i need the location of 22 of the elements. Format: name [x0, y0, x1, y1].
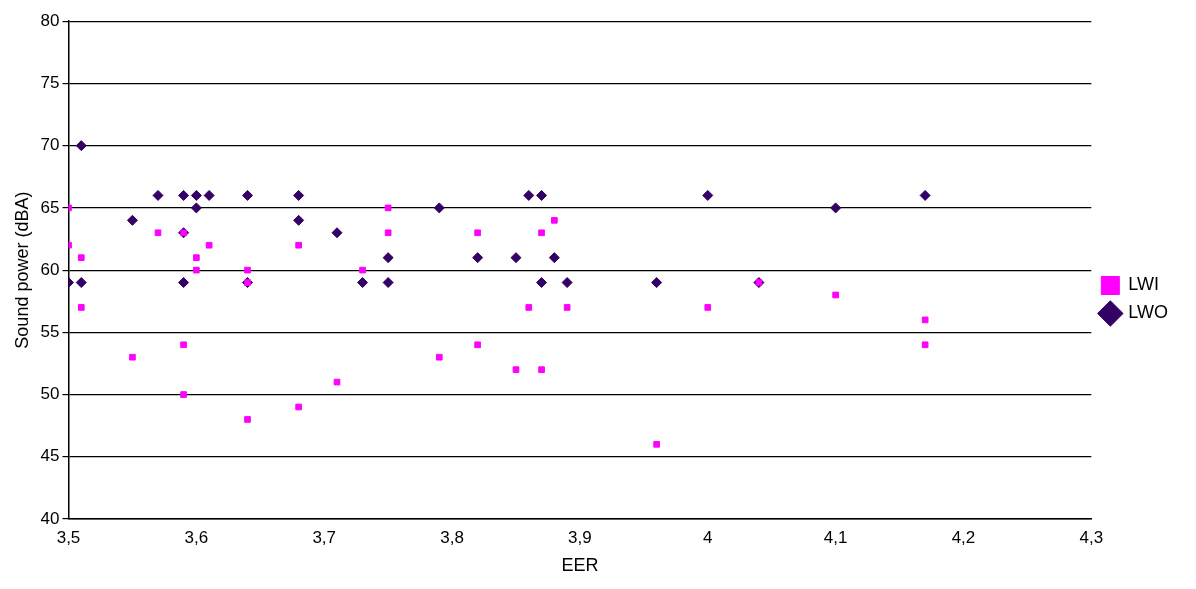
x-tick-label: 3,6	[184, 527, 209, 547]
x-tick-label: 3,5	[56, 527, 81, 547]
y-tick-label: 75	[40, 73, 60, 93]
y-tick-label: 60	[40, 259, 60, 279]
y-tick-label: 45	[40, 446, 60, 466]
x-tick-label: 4	[703, 527, 713, 547]
y-tick-label: 65	[40, 197, 60, 217]
y-axis-title: Sound power (dBA)	[11, 191, 32, 349]
x-tick-label: 3,8	[440, 527, 464, 547]
legend-label: LWO	[1128, 302, 1169, 323]
y-tick-label: 55	[40, 322, 60, 342]
x-tick-label: 3,7	[312, 527, 337, 547]
x-tick-label: 4,2	[951, 527, 976, 547]
x-tick-label: 4,1	[823, 527, 848, 547]
y-tick-label: 40	[40, 508, 60, 528]
x-tick-label: 3,9	[568, 527, 592, 547]
y-tick-label: 80	[40, 10, 60, 30]
y-tick-label: 70	[40, 135, 60, 155]
y-tick-label: 50	[40, 384, 60, 404]
x-tick-label: 4,3	[1079, 527, 1104, 547]
x-axis-title: EER	[561, 555, 599, 576]
legend-label: LWI	[1128, 274, 1160, 295]
